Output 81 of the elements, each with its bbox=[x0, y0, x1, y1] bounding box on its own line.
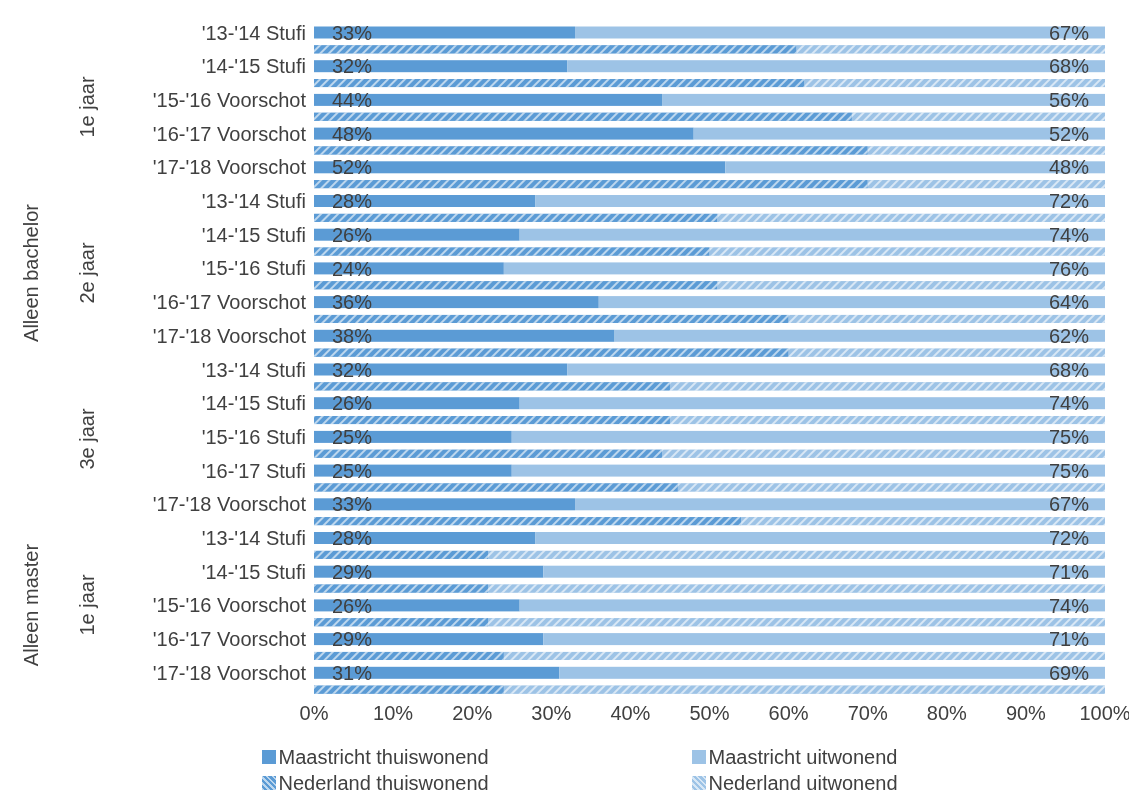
y-tick-label: '17-'18 Voorschot bbox=[152, 156, 307, 179]
data-label: 33% bbox=[332, 21, 373, 44]
data-label: 29% bbox=[332, 560, 373, 583]
y-tick-label: '17-'18 Voorschot bbox=[152, 324, 307, 347]
data-label: 67% bbox=[1048, 493, 1090, 516]
data-label: 28% bbox=[332, 527, 373, 550]
data-label: 33% bbox=[332, 493, 373, 516]
y-tick-label: '14-'15 Stufi bbox=[201, 55, 306, 78]
x-tick-label: 80% bbox=[926, 702, 968, 725]
data-label: 25% bbox=[332, 426, 373, 448]
text: 3e jaar bbox=[76, 408, 98, 470]
data-label: 31% bbox=[332, 661, 373, 684]
data-label: 36% bbox=[332, 291, 373, 314]
text: 1e jaar bbox=[76, 574, 98, 636]
data-label: 56% bbox=[1048, 89, 1090, 111]
x-tick-label: 100% bbox=[1079, 702, 1129, 725]
data-label: 72% bbox=[1048, 527, 1090, 550]
legend-label: Nederland uitwonend bbox=[708, 771, 898, 796]
data-label: 48% bbox=[332, 122, 373, 145]
data-label: 74% bbox=[1048, 223, 1090, 246]
x-tick-label: 10% bbox=[373, 702, 414, 725]
legend-label: Nederland thuiswonend bbox=[278, 771, 489, 796]
text: 1e jaar bbox=[76, 76, 98, 138]
data-label: 72% bbox=[1048, 190, 1090, 213]
data-label: 69% bbox=[1048, 661, 1090, 684]
data-label: 29% bbox=[332, 628, 373, 651]
data-label: 25% bbox=[332, 459, 373, 482]
data-label: 76% bbox=[1048, 257, 1090, 280]
data-label: 44% bbox=[332, 89, 373, 111]
x-tick-label: 20% bbox=[452, 702, 493, 725]
y-tick-label: '13-'14 Stufi bbox=[201, 358, 306, 381]
y-tick-label: '13-'14 Stufi bbox=[201, 21, 306, 44]
data-label: 67% bbox=[1048, 21, 1090, 44]
y-tick-label: '15-'16 Stufi bbox=[201, 425, 306, 448]
y-tick-label: '16-'17 Voorschot bbox=[152, 122, 307, 145]
x-tick-label: 70% bbox=[847, 702, 888, 725]
x-tick-label: 0% bbox=[299, 702, 329, 725]
y-tick-label: '14-'15 Stufi bbox=[201, 223, 306, 246]
data-label: 24% bbox=[332, 257, 373, 280]
y-tick-label: '16-'17 Voorschot bbox=[152, 628, 307, 651]
x-tick-label: 50% bbox=[689, 702, 730, 725]
legend-label: Maastricht uitwonend bbox=[708, 745, 898, 770]
data-label: 52% bbox=[1048, 122, 1090, 145]
legend-label: Maastricht thuiswonend bbox=[278, 745, 489, 770]
data-label: 71% bbox=[1048, 560, 1090, 583]
data-label: 26% bbox=[332, 392, 373, 415]
y-tick-label: '14-'15 Stufi bbox=[201, 560, 306, 583]
data-label: 74% bbox=[1048, 594, 1090, 617]
y-tick-label: '15-'16 Stufi bbox=[201, 257, 306, 280]
y-tick-label: '15-'16 Voorschot bbox=[152, 88, 307, 111]
y-tick-label: '16-'17 Voorschot bbox=[152, 291, 307, 314]
data-label: 62% bbox=[1048, 324, 1090, 347]
y-tick-label: '17-'18 Voorschot bbox=[152, 493, 307, 516]
data-label: 74% bbox=[1048, 392, 1090, 415]
x-tick-label: 40% bbox=[610, 702, 651, 725]
data-label: 48% bbox=[1048, 156, 1090, 179]
y-tick-label: '16-'17 Stufi bbox=[201, 459, 306, 482]
data-label: 52% bbox=[332, 156, 373, 179]
data-label: 32% bbox=[332, 55, 373, 78]
data-label: 38% bbox=[332, 324, 373, 347]
text: 2e jaar bbox=[76, 242, 98, 304]
x-tick-label: 90% bbox=[1005, 702, 1047, 725]
data-label: 71% bbox=[1048, 628, 1090, 651]
data-label: 32% bbox=[332, 358, 373, 381]
data-label: 26% bbox=[332, 223, 373, 246]
y-tick-label: '17-'18 Voorschot bbox=[152, 661, 307, 684]
x-tick-label: 60% bbox=[768, 702, 809, 725]
x-tick-label: 30% bbox=[531, 702, 572, 725]
y-tick-label: '14-'15 Stufi bbox=[201, 392, 306, 415]
data-label: 75% bbox=[1048, 426, 1090, 448]
data-label: 68% bbox=[1048, 55, 1090, 78]
data-label: 26% bbox=[332, 594, 373, 617]
data-label: 28% bbox=[332, 190, 373, 213]
text: Alleen master bbox=[20, 543, 42, 667]
data-label: 64% bbox=[1048, 291, 1090, 314]
text: Alleen bachelor bbox=[20, 203, 42, 342]
data-label: 68% bbox=[1048, 358, 1090, 381]
data-label: 75% bbox=[1048, 459, 1090, 482]
y-tick-label: '13-'14 Stufi bbox=[201, 527, 306, 550]
y-tick-label: '13-'14 Stufi bbox=[201, 190, 306, 213]
y-tick-label: '15-'16 Voorschot bbox=[152, 594, 307, 617]
